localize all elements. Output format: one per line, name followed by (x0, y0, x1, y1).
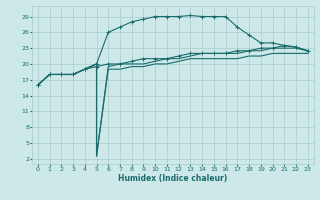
X-axis label: Humidex (Indice chaleur): Humidex (Indice chaleur) (118, 174, 228, 183)
